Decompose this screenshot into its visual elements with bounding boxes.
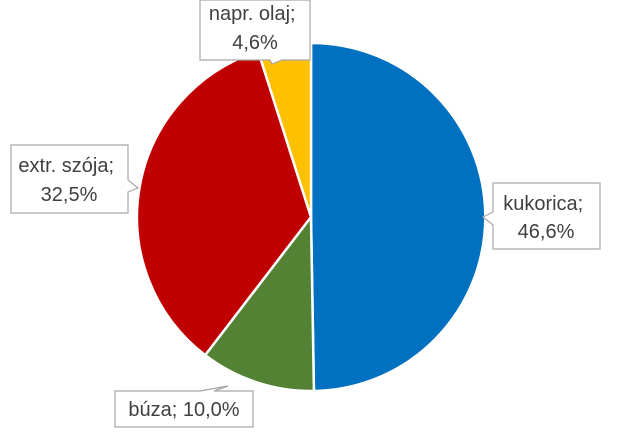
svg-text:napr. olaj; 4,6%: napr. olaj; 4,6%	[209, 3, 301, 54]
svg-text:extr. szója; 32,5%: extr. szója; 32,5%	[18, 155, 119, 206]
pie-slice-kukorica	[309, 41, 487, 393]
label-kukorica: kukorica; 46,6%	[481, 182, 601, 250]
pie-slices	[135, 41, 487, 393]
label-buza: búza; 10,0%	[114, 385, 254, 428]
label-buza-text: búza; 10,0%	[128, 399, 239, 421]
svg-text:búza; 10,0%: búza; 10,0%	[128, 399, 239, 421]
label-szoja-line2: 32,5%	[41, 184, 98, 206]
label-napr-olaj-line1: napr. olaj;	[209, 3, 296, 25]
label-szoja: extr. szója; 32,5%	[10, 144, 140, 214]
label-kukorica-line2: 46,6%	[518, 221, 575, 243]
label-szoja-line1: extr. szója;	[18, 155, 114, 177]
label-kukorica-line1: kukorica;	[503, 193, 583, 215]
label-napr-olaj: napr. olaj; 4,6%	[199, 0, 311, 65]
pie-slice-extr-sz-ja	[135, 49, 313, 357]
pie-slice-b-za	[203, 213, 316, 393]
svg-text:kukorica; 46,6%: kukorica; 46,6%	[503, 193, 589, 243]
label-napr-olaj-line2: 4,6%	[232, 32, 278, 54]
